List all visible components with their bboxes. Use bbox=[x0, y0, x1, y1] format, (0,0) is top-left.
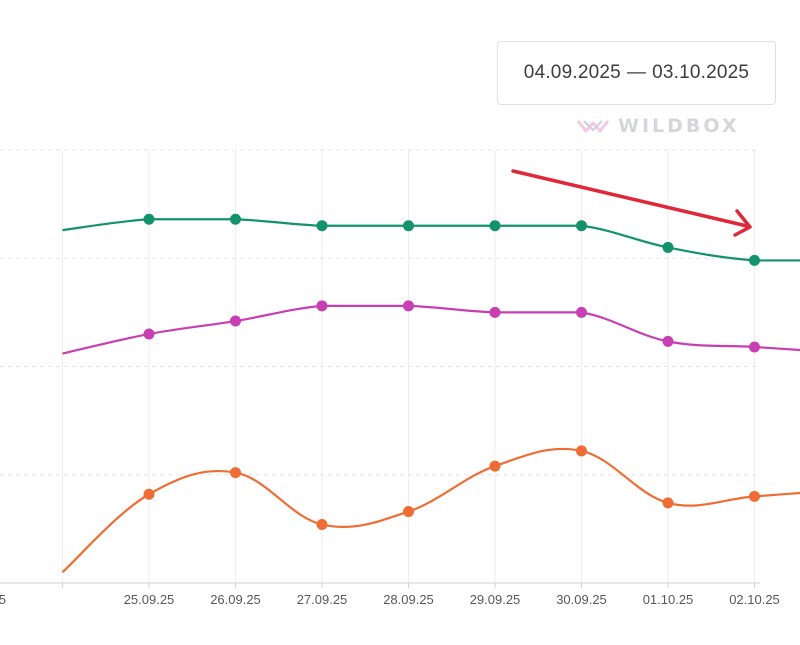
data-point-green[interactable] bbox=[576, 220, 587, 232]
data-point-green[interactable] bbox=[230, 213, 241, 225]
series-line-magenta bbox=[62, 304, 800, 355]
trend-arrow-shaft bbox=[511, 169, 749, 228]
data-point-magenta[interactable] bbox=[230, 315, 241, 327]
data-point-green[interactable] bbox=[143, 213, 155, 225]
x-axis: 25 25.09.25 26.09.25 27.09.25 28.09.25 29.09.… bbox=[0, 582, 780, 607]
x-tick-label: 30.09.25 bbox=[556, 592, 607, 607]
data-point-magenta[interactable] bbox=[489, 306, 501, 318]
watermark-text: WILDBOX bbox=[618, 115, 740, 137]
x-tick-label: 25 bbox=[0, 592, 6, 607]
data-point-green[interactable] bbox=[403, 220, 414, 232]
data-point-orange[interactable] bbox=[143, 488, 155, 500]
x-tick-label: 27.09.25 bbox=[297, 592, 348, 607]
wildbox-logo-icon bbox=[576, 120, 610, 133]
data-point-magenta[interactable] bbox=[576, 306, 587, 318]
data-point-orange[interactable] bbox=[662, 497, 674, 509]
series-line-orange bbox=[61, 447, 800, 573]
x-tick-label: 01.10.25 bbox=[643, 592, 694, 607]
data-point-magenta[interactable] bbox=[662, 335, 674, 347]
data-point-magenta[interactable] bbox=[749, 341, 760, 353]
trend-annotation bbox=[511, 169, 752, 237]
date-range-separator: — bbox=[626, 62, 647, 83]
data-point-orange[interactable] bbox=[230, 467, 241, 479]
series-line-green bbox=[62, 218, 800, 262]
data-point-magenta[interactable] bbox=[143, 328, 155, 340]
data-point-orange[interactable] bbox=[489, 460, 501, 472]
date-range-end: 03.10.2025 bbox=[652, 62, 750, 83]
data-point-orange[interactable] bbox=[403, 506, 414, 518]
series-lines bbox=[61, 218, 800, 573]
x-tick-label: 28.09.25 bbox=[383, 592, 434, 607]
trend-arrow-head bbox=[733, 209, 752, 237]
data-point-green[interactable] bbox=[316, 220, 328, 232]
x-tick-label: 25.09.25 bbox=[124, 592, 175, 607]
x-tick-label: 02.10.25 bbox=[729, 592, 780, 607]
data-point-magenta[interactable] bbox=[316, 300, 328, 312]
date-range-picker[interactable]: 04.09.2025 — 03.10.2025 bbox=[497, 41, 776, 105]
chart-grid bbox=[0, 149, 760, 583]
x-tick-label: 26.09.25 bbox=[210, 592, 261, 607]
date-range-start: 04.09.2025 bbox=[523, 62, 621, 83]
series-points bbox=[143, 213, 760, 531]
data-point-orange[interactable] bbox=[316, 519, 328, 531]
data-point-magenta[interactable] bbox=[403, 300, 414, 312]
data-point-green[interactable] bbox=[749, 254, 760, 266]
wildbox-watermark: WILDBOX bbox=[576, 115, 740, 137]
data-point-green[interactable] bbox=[662, 241, 674, 253]
data-point-green[interactable] bbox=[489, 220, 501, 232]
data-point-orange[interactable] bbox=[749, 490, 760, 502]
data-point-orange[interactable] bbox=[576, 445, 587, 457]
x-tick-label: 29.09.25 bbox=[470, 592, 521, 607]
